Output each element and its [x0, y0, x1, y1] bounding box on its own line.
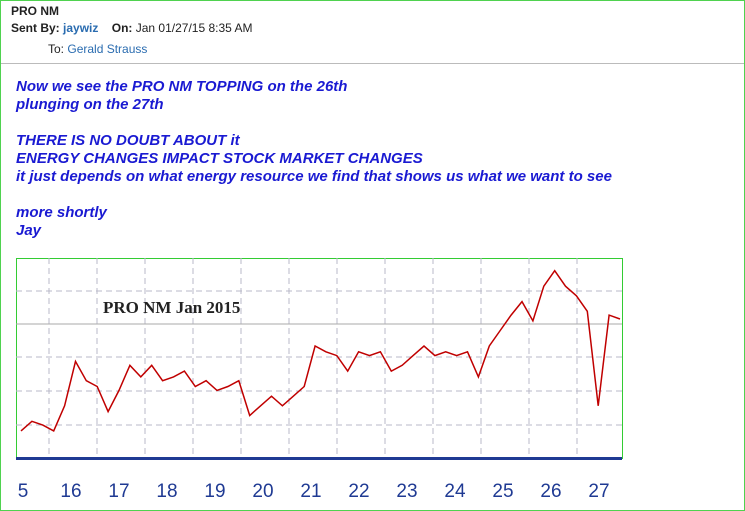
- text-line: plunging on the 27th: [16, 96, 164, 113]
- x-tick-label: 20: [252, 481, 273, 502]
- chart-title: PRO NM Jan 2015: [103, 298, 240, 317]
- grid: [16, 258, 622, 458]
- date: Jan 01/27/15 8:35 AM: [135, 21, 253, 35]
- x-tick-label: 23: [396, 481, 417, 502]
- label: On:: [111, 21, 133, 35]
- x-tick-label: 21: [300, 481, 321, 502]
- x-tick-label: 18: [156, 481, 177, 502]
- plot-frame: [16, 258, 623, 459]
- text-line: Jay: [16, 222, 42, 239]
- x-tick-label: 5: [18, 481, 29, 502]
- x-tick-label: 27: [588, 481, 609, 502]
- subject: PRO NM: [11, 4, 59, 18]
- label: Sent By:: [11, 21, 60, 35]
- recipient-row: To: Gerald Strauss: [48, 42, 147, 56]
- x-tick-label: 17: [108, 481, 129, 502]
- text-line: more shortly: [16, 204, 107, 221]
- axis-bar: [16, 457, 622, 460]
- paragraph: more shortly Jay: [16, 204, 612, 240]
- chart-image: PRO NM Jan 2015 5 16 17 18 19 20 21 22 23 24 25 26 2…: [16, 258, 623, 502]
- label: To:: [48, 42, 65, 56]
- x-tick-label: 25: [492, 481, 513, 502]
- message-body: Now we see the PRO NM TOPPING on the 26t…: [16, 78, 612, 258]
- paragraph: Now we see the PRO NM TOPPING on the 26t…: [16, 78, 612, 114]
- paragraph: THERE IS NO DOUBT ABOUT it ENERGY CHANGES…: [16, 132, 612, 186]
- separator: [1, 63, 744, 64]
- text-line: THERE IS NO DOUBT ABOUT it: [16, 132, 240, 149]
- x-tick-label: 26: [540, 481, 561, 502]
- sender-link[interactable]: jaywiz: [63, 21, 99, 35]
- text-line: ENERGY CHANGES IMPACT STOCK MARKET CHANG…: [16, 150, 423, 167]
- text-line: Now we see the PRO NM TOPPING on the 26t…: [16, 78, 348, 95]
- recipient-link[interactable]: Gerald Strauss: [67, 42, 148, 56]
- x-tick-label: 24: [444, 481, 466, 502]
- sender-row: Sent By: jaywiz On: Jan 01/27/15 8:35 AM: [11, 21, 253, 35]
- x-tick-label: 22: [348, 481, 369, 502]
- x-tick-label: 19: [204, 481, 225, 502]
- x-tick-label: 16: [60, 481, 81, 502]
- text-line: it just depends on what energy resource …: [16, 168, 612, 185]
- price-line: [20, 269, 621, 432]
